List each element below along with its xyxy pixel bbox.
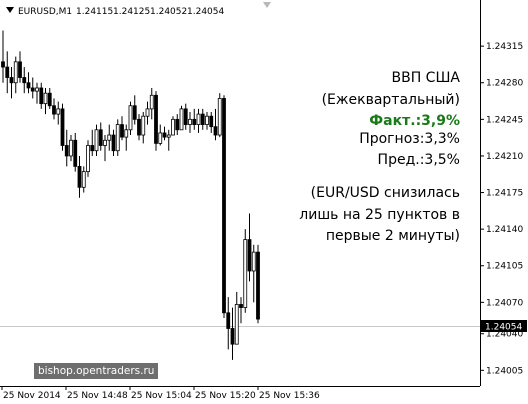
ohlc-low: 1.24052 <box>150 7 187 17</box>
annotation-subtitle: (Ежеквартальный) <box>322 92 460 108</box>
y-tick-label: 1.24140 <box>486 225 523 235</box>
candle-body-bear <box>226 312 231 329</box>
y-axis: 1.24315 1.24280 1.24245 1.24210 1.24175 1.241… <box>480 42 523 376</box>
candle-body-bull <box>166 134 171 138</box>
annotation-note-line3: первые 2 минуты) <box>326 228 460 244</box>
candle-body-bear <box>213 126 218 136</box>
candle-body-bear <box>9 77 14 84</box>
candle-body-bull <box>251 251 256 272</box>
candle-body-bull <box>179 108 184 131</box>
candle-body-bull <box>56 108 61 115</box>
candle-body-bear <box>222 98 226 314</box>
symbol-label: EURUSD,M1 <box>18 7 72 17</box>
candle-body-bull <box>13 61 18 84</box>
y-tick-label: 1.24210 <box>486 152 523 162</box>
candle-body-bull <box>128 105 133 131</box>
candle-body-bull <box>107 134 112 141</box>
candle-body-bear <box>64 145 69 157</box>
candle-body-bear <box>200 113 205 125</box>
ohlc-open: 1.24115 <box>76 7 113 17</box>
candle-body-bear <box>162 132 167 138</box>
candle-body-bear <box>132 105 137 120</box>
candle-body-bull <box>124 129 129 138</box>
y-tick-label: 1.24005 <box>486 366 523 376</box>
x-tick-label: 25 Nov 15:20 <box>195 391 256 401</box>
candle-body-bull <box>158 132 163 144</box>
x-axis: 25 Nov 2014 25 Nov 14:48 25 Nov 15:04 25 No… <box>1 386 320 401</box>
candle-body-bear <box>18 61 22 78</box>
candle-body-bear <box>120 124 124 138</box>
y-tick-label: 1.24315 <box>486 42 523 52</box>
annotation-title: ВВП США <box>391 70 460 86</box>
candle-body-bear <box>111 134 116 152</box>
candle-body-bull <box>188 118 192 125</box>
candle-body-bear <box>137 118 141 136</box>
x-tick-label: 25 Nov 15:36 <box>259 391 320 401</box>
annotation-fact: Факт.:3,9% <box>369 113 460 129</box>
candle-body-bull <box>115 124 120 152</box>
ohlc-high: 1.24125 <box>113 7 150 17</box>
x-tick-label: 25 Nov 15:04 <box>131 391 192 401</box>
candle-body-bear <box>209 115 214 128</box>
candle-body-bull <box>217 98 222 136</box>
x-tick-label: 25 Nov 14:48 <box>67 391 128 401</box>
candles <box>1 30 260 360</box>
candle-body-bull <box>149 94 154 110</box>
x-tick-label: 25 Nov 2014 <box>3 391 61 401</box>
current-price-label: 1.24054 <box>485 323 522 333</box>
candle-body-bear <box>247 239 252 272</box>
candle-body-bull <box>43 92 48 105</box>
candle-body-bear <box>5 66 10 78</box>
y-tick-label: 1.24070 <box>486 298 523 308</box>
candle-body-bear <box>77 165 82 188</box>
candle-body-bull <box>234 304 239 345</box>
annotation-previous: Пред.:3,5% <box>378 152 460 168</box>
chart-shift-marker[interactable] <box>263 2 271 8</box>
candle-body-bear <box>47 92 52 107</box>
candle-body-bear <box>98 129 103 146</box>
y-tick-label: 1.24175 <box>486 189 523 199</box>
y-tick-label: 1.24280 <box>486 79 523 89</box>
watermark: bishop.opentraders.ru <box>34 363 159 379</box>
ohlc-close: 1.24054 <box>187 7 224 17</box>
candle-body-bear <box>175 118 180 131</box>
y-tick-label: 1.24040 <box>486 330 523 340</box>
candle-body-bear <box>22 77 27 84</box>
current-price-badge <box>481 320 527 332</box>
header-triangle-icon <box>6 7 14 13</box>
candle-body-bear <box>1 61 5 68</box>
annotation-forecast: Прогноз:3,3% <box>359 131 460 147</box>
candle-body-bull <box>81 171 86 188</box>
candle-body-bull <box>205 115 209 125</box>
candle-body-bear <box>90 145 95 152</box>
candle-body-bull <box>86 145 90 173</box>
candle-body-bear <box>73 139 78 167</box>
candle-body-bear <box>52 105 56 115</box>
candle-body-bear <box>60 108 65 146</box>
candle-body-bull <box>171 118 175 136</box>
candle-body-bull <box>103 139 107 146</box>
candle-body-bull <box>145 108 150 117</box>
y-tick-label: 1.24245 <box>486 115 523 125</box>
candle-body-bear <box>239 304 243 308</box>
candle-body-bear <box>154 94 158 144</box>
candle-body-bear <box>30 87 35 92</box>
candle-body-bear <box>26 82 31 89</box>
candle-body-bull <box>35 87 39 92</box>
annotation-note-line2: лишь на 25 пунктов в <box>299 207 460 223</box>
candle-body-bull <box>94 129 99 152</box>
candle-body-bull <box>69 139 73 157</box>
candle-body-bear <box>183 108 188 125</box>
annotation-note-line1: (EUR/USD снизилась <box>311 185 460 201</box>
y-tick-label: 1.24105 <box>486 262 523 272</box>
candle-body-bear <box>39 87 44 105</box>
candle-body-bear <box>230 328 235 345</box>
candle-body-bull <box>196 113 201 125</box>
candle-body-bear <box>192 118 197 125</box>
candle-body-bull <box>243 239 248 308</box>
candle-body-bull <box>141 115 146 136</box>
candle-body-bear <box>256 251 260 320</box>
